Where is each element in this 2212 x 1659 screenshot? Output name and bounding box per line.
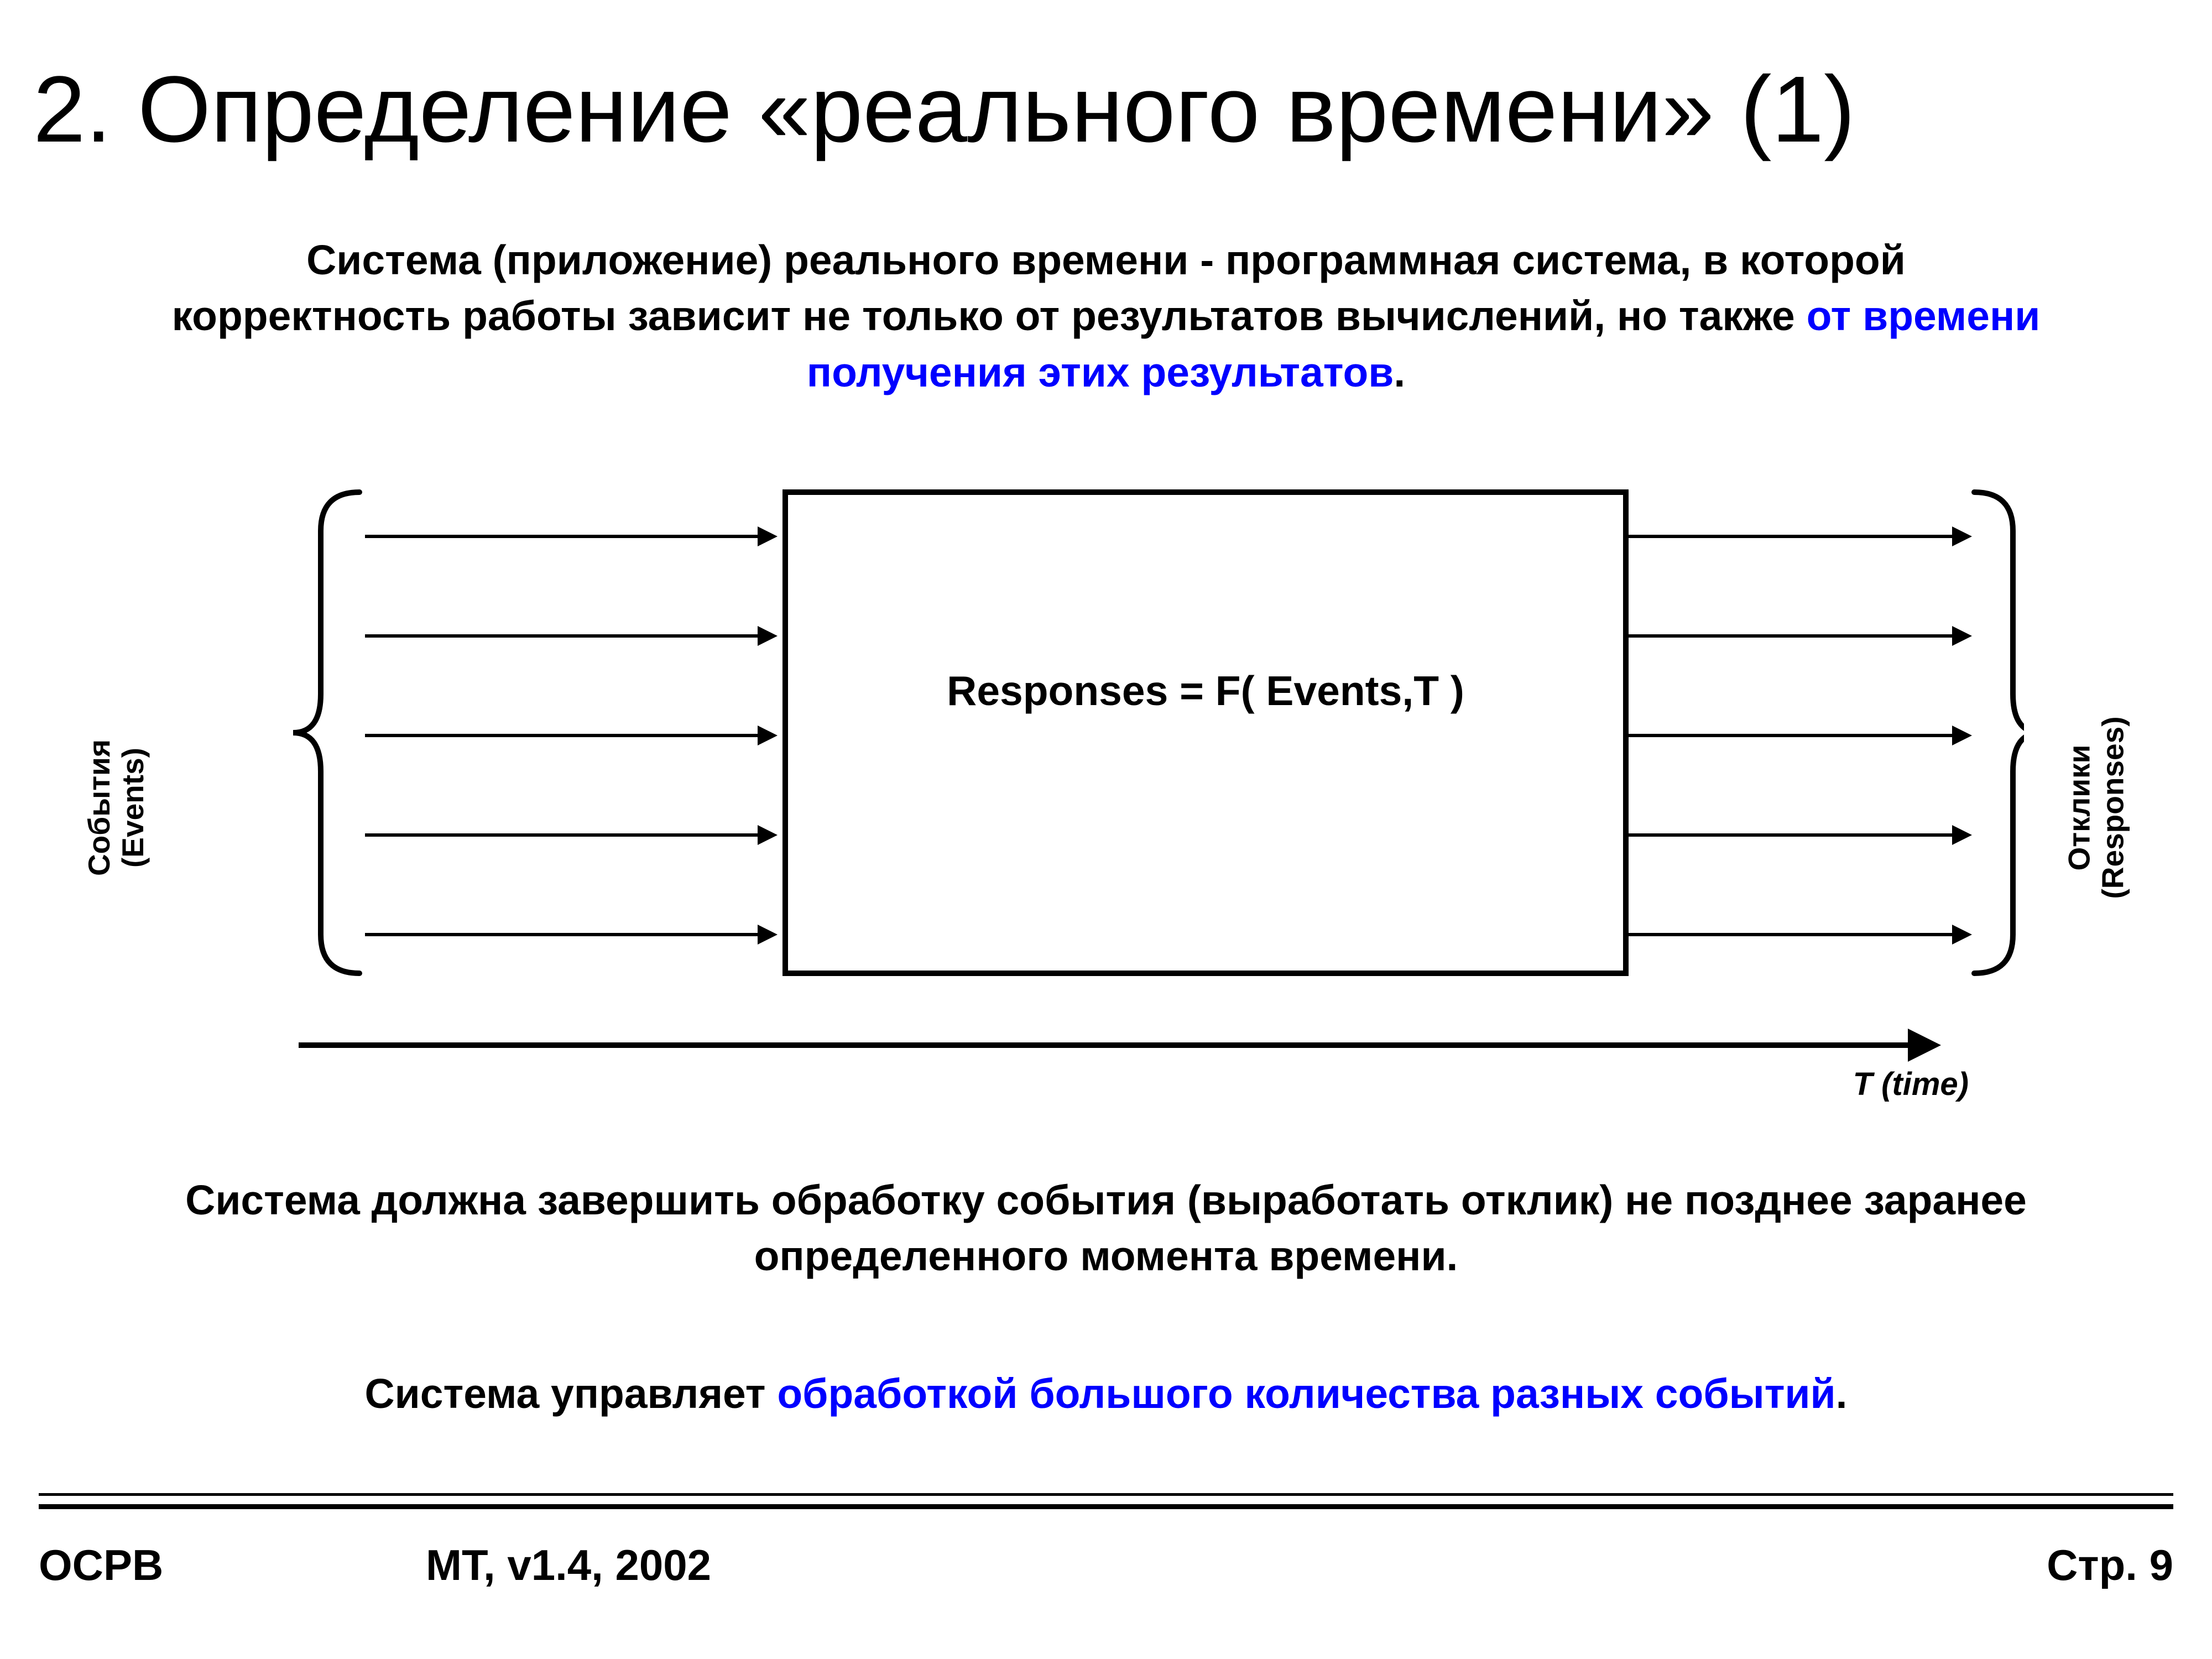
paragraph3-part1: Система управляет — [365, 1370, 778, 1417]
diagram: События (Events) Отклики (Responses) Res… — [100, 470, 2112, 1123]
right-label-line2: (Responses) — [2095, 716, 2130, 899]
footer-rule-thick — [39, 1504, 2173, 1509]
paragraph3-part2: . — [1836, 1370, 1848, 1417]
left-label-line2: (Events) — [116, 748, 150, 868]
right-label-line1: Отклики — [2062, 744, 2096, 870]
time-axis-label: T (time) — [1853, 1066, 1969, 1102]
diagram-svg: Responses = F( Events,T ) T (time) — [188, 470, 2024, 1123]
footer-left: ОСРВ — [39, 1540, 426, 1590]
definition-part1: Система (приложение) реального времени -… — [172, 237, 1906, 339]
paragraph-3: Система управляет обработкой большого ко… — [111, 1366, 2101, 1422]
footer-rule-thin — [39, 1493, 2173, 1496]
paragraph3-highlight: обработкой большого количества разных со… — [777, 1370, 1835, 1417]
definition-paragraph: Система (приложение) реального времени -… — [166, 232, 2046, 400]
box-formula-text: Responses = F( Events,T ) — [947, 667, 1464, 714]
slide: 2. Определение «реального времени» (1) С… — [0, 0, 2212, 1659]
footer-center: MT, v1.4, 2002 — [426, 1540, 711, 1590]
definition-part2: . — [1394, 349, 1405, 395]
right-vertical-label: Отклики (Responses) — [2079, 636, 2112, 979]
slide-title: 2. Определение «реального времени» (1) — [33, 55, 2179, 164]
left-vertical-label: События (Events) — [100, 636, 133, 979]
footer: ОСРВ MT, v1.4, 2002 Стр. 9 — [39, 1526, 2173, 1604]
paragraph-2: Система должна завершить обработку событ… — [111, 1172, 2101, 1285]
left-label-line1: События — [82, 739, 117, 875]
footer-right: Стр. 9 — [1897, 1540, 2173, 1590]
